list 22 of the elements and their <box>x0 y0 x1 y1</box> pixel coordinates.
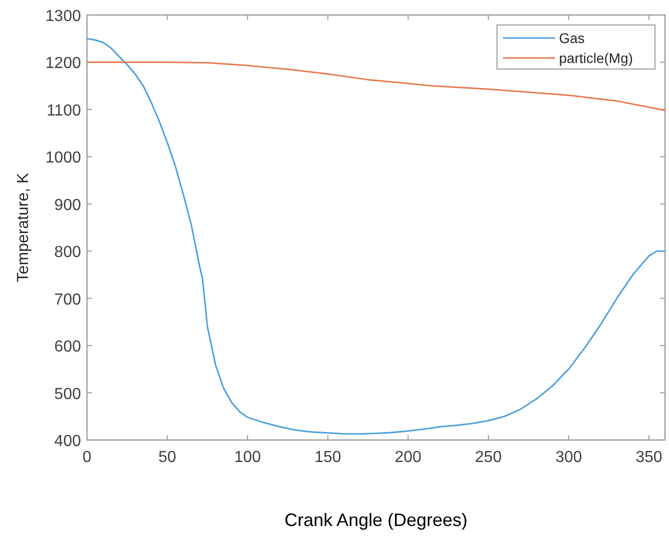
x-tick-label: 0 <box>82 449 92 466</box>
x-tick-label: 350 <box>636 449 662 466</box>
y-tick-label: 1200 <box>45 55 82 72</box>
y-tick-label: 1100 <box>46 102 82 120</box>
x-tick-label: 300 <box>555 449 582 466</box>
legend-label: particle(Mg) <box>559 50 633 66</box>
x-axis-title: Crank Angle (Degrees) <box>284 510 468 530</box>
x-tick-label: 200 <box>394 449 422 466</box>
x-tick-label: 100 <box>234 449 261 466</box>
y-tick-label: 1000 <box>45 150 82 167</box>
x-tick-label: 250 <box>475 449 502 466</box>
y-tick-label: 700 <box>54 291 82 308</box>
y-tick-label: 900 <box>54 196 82 214</box>
x-tick-label: 50 <box>158 449 176 466</box>
y-axis-title: Temperature, K <box>15 172 32 282</box>
legend-label: Gas <box>559 30 585 46</box>
y-tick-label: 800 <box>54 244 82 262</box>
y-tick-label: 500 <box>54 386 82 403</box>
y-tick-label: 400 <box>54 433 82 450</box>
x-tick-label: 150 <box>314 449 342 466</box>
y-tick-label: 1300 <box>45 8 82 25</box>
y-tick-label: 600 <box>54 338 82 356</box>
